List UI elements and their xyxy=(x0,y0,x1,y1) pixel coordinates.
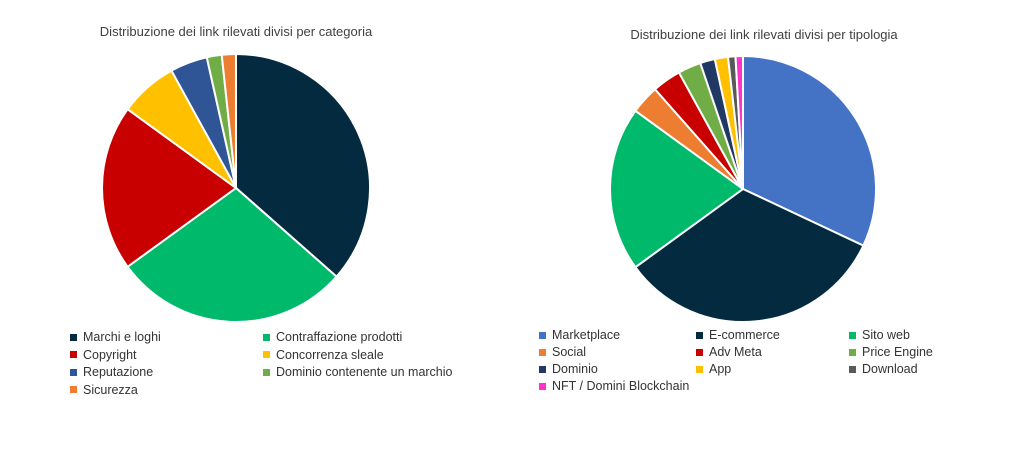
legend-label: Price Engine xyxy=(862,345,933,359)
chart-title: Distribuzione dei link rilevati divisi p… xyxy=(99,24,373,39)
legend-item: Reputazione xyxy=(70,365,153,379)
pie-slice-2 xyxy=(634,187,865,323)
chart-tipologia: Distribuzione dei link rilevati divisi p… xyxy=(512,0,1024,458)
legend-label: Sito web xyxy=(862,328,910,342)
legend-swatch xyxy=(263,368,270,376)
legend-label: Copyright xyxy=(83,347,137,362)
legend-item: NFT / Domini Blockchain xyxy=(539,379,689,393)
legend-swatch xyxy=(696,331,703,339)
legend-label: NFT / Domini Blockchain xyxy=(552,379,690,393)
legend-item: Price Engine xyxy=(849,345,933,359)
legend-label: Adv Meta xyxy=(709,345,762,359)
legend-swatch xyxy=(539,382,546,390)
legend-label: Reputazione xyxy=(83,365,154,379)
legend-item: Sicurezza xyxy=(70,383,138,397)
legend-label: App xyxy=(709,362,732,376)
legend-swatch xyxy=(263,351,270,358)
legend-label: Marchi e loghi xyxy=(83,330,161,344)
legend-swatch xyxy=(263,333,270,341)
legend-item: Adv Meta xyxy=(696,345,762,359)
legend-swatch xyxy=(849,331,856,339)
legend-item: Marchi e loghi xyxy=(70,330,161,344)
legend-swatch xyxy=(70,386,77,393)
legend-label: Download xyxy=(862,362,918,376)
legend-swatch xyxy=(539,331,546,339)
legend-item: Sito web xyxy=(849,328,910,342)
legend-swatch xyxy=(849,365,856,373)
chart-categoria: Distribuzione dei link rilevati divisi p… xyxy=(70,24,453,397)
pie-chart xyxy=(609,54,877,323)
legend-item: Marketplace xyxy=(539,328,620,342)
legend-swatch xyxy=(849,348,856,356)
legend-item: Contraffazione prodotti xyxy=(263,330,402,344)
legend-swatch xyxy=(696,365,703,373)
legend-swatch xyxy=(70,351,77,358)
pie-slice-2 xyxy=(126,186,338,323)
pie-slice-10 xyxy=(734,54,744,190)
legend-label: Dominio xyxy=(552,362,598,376)
legend-label: Social xyxy=(552,345,587,359)
legend-item: Concorrenza sleale xyxy=(263,348,384,362)
pie-chart xyxy=(101,52,371,323)
legend-label: E-commerce xyxy=(709,328,780,342)
legend-item: Download xyxy=(849,362,918,376)
legend-item: Dominio contenente un marchio xyxy=(263,365,453,379)
pie-slice-1 xyxy=(235,52,371,279)
pie-slice-7 xyxy=(220,52,237,189)
legend-item: Copyright xyxy=(70,348,137,362)
legend-item: Social xyxy=(539,345,586,359)
legend-item: App xyxy=(696,362,731,376)
legend-item: E-commerce xyxy=(696,328,780,342)
legend-swatch xyxy=(70,333,77,341)
legend-swatch xyxy=(70,368,77,376)
chart-title: Distribuzione dei link rilevati divisi p… xyxy=(630,27,898,42)
legend-label: Sicurezza xyxy=(83,382,138,397)
legend-item: Dominio xyxy=(539,362,598,376)
legend-label: Contraffazione prodotti xyxy=(276,330,403,344)
legend-swatch xyxy=(696,348,703,356)
legend-swatch xyxy=(539,348,546,356)
legend-label: Dominio contenente un marchio xyxy=(276,365,453,379)
legend-label: Concorrenza sleale xyxy=(276,347,384,362)
pie-slice-3 xyxy=(101,107,238,269)
legend-label: Marketplace xyxy=(552,328,621,342)
pie-slice-1 xyxy=(742,54,877,247)
pie-slice-3 xyxy=(609,109,745,269)
legend-swatch xyxy=(539,365,546,373)
